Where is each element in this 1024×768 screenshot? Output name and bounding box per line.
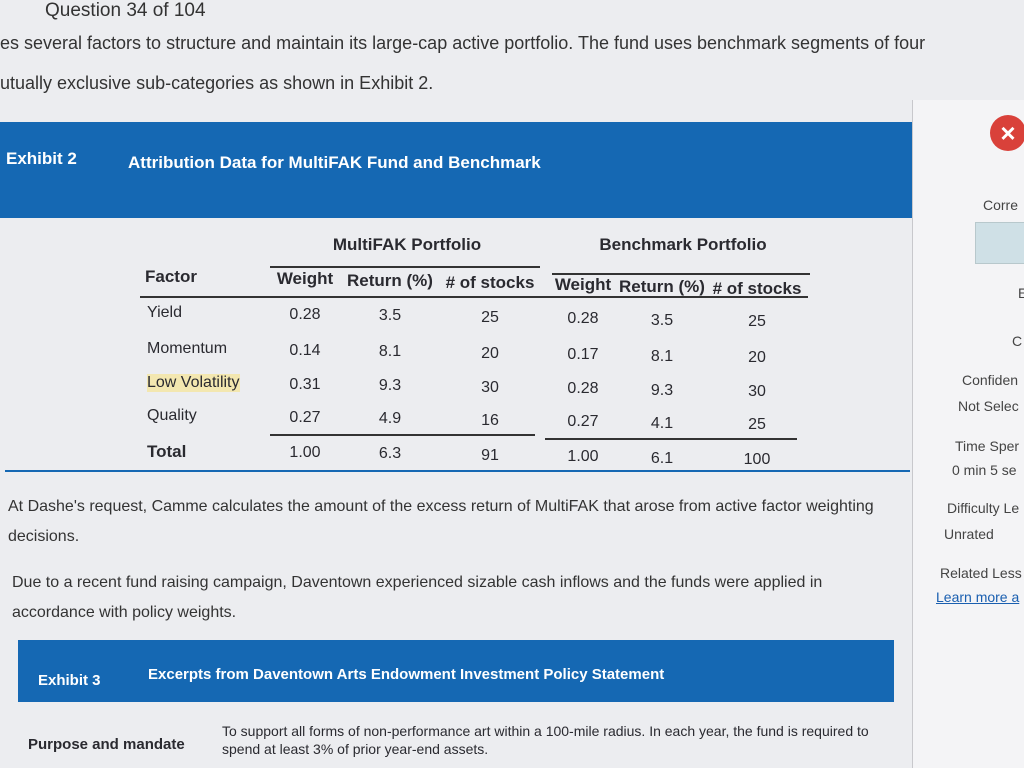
table-cell: 25 xyxy=(748,416,766,433)
sidebar xyxy=(912,100,1024,768)
table-cell: 0.31 xyxy=(289,375,321,393)
table-cell: 4.9 xyxy=(378,410,402,427)
table-cell: 0.28 xyxy=(567,380,599,397)
table-cell: 1.00 xyxy=(289,443,321,461)
table-cell: 25 xyxy=(748,313,766,330)
table-cell: 1.00 xyxy=(567,448,599,465)
divider xyxy=(5,470,910,472)
table-cell: 20 xyxy=(481,344,499,362)
sidebar-text: Related Less xyxy=(940,565,1022,581)
rule xyxy=(552,273,810,275)
column-header: Return (%) xyxy=(347,271,433,290)
table-cell: 9.3 xyxy=(650,381,674,399)
sidebar-text: Unrated xyxy=(944,526,994,542)
column-header: Weight xyxy=(276,269,334,288)
exhibit-title: Excerpts from Daventown Arts Endowment I… xyxy=(148,666,665,683)
exhibit-header: Exhibit 2 Attribution Data for MultiFAK … xyxy=(0,122,945,218)
sidebar-text: Corre xyxy=(983,197,1019,213)
rule xyxy=(545,438,797,440)
column-header: # of stocks xyxy=(712,279,802,298)
sidebar-box[interactable] xyxy=(975,222,1024,264)
paragraph: At Dashe's request, Camme calculates the… xyxy=(8,498,874,545)
exhibit-label: Exhibit 3 xyxy=(38,672,101,689)
table-cell: 0.14 xyxy=(289,341,321,359)
table-cell: 4.1 xyxy=(650,414,674,432)
table-cell: 9.3 xyxy=(378,377,402,394)
exhibit-title: Attribution Data for MultiFAK Fund and B… xyxy=(128,153,541,172)
row-label: Momentum xyxy=(147,340,228,357)
table-cell: 30 xyxy=(748,383,766,400)
exhibit-label: Exhibit 2 xyxy=(6,149,77,168)
intro-line: utually exclusive sub-categories as show… xyxy=(0,73,434,93)
table-cell: 30 xyxy=(481,378,499,396)
table-cell: 0.27 xyxy=(567,413,599,430)
group-header: Benchmark Portfolio xyxy=(599,235,767,254)
group-header: MultiFAK Portfolio xyxy=(332,235,482,254)
row-label: Yield xyxy=(147,304,182,321)
intro-line: es several factors to structure and main… xyxy=(0,33,926,53)
purpose-label: Purpose and mandate xyxy=(28,736,185,753)
table-cell: 20 xyxy=(748,349,766,366)
sidebar-text: Difficulty Le xyxy=(947,500,1020,516)
column-header: Return (%) xyxy=(619,277,705,296)
table-cell: 6.1 xyxy=(650,449,674,467)
column-header: Weight xyxy=(554,275,612,294)
sidebar-link[interactable]: Learn more a xyxy=(936,589,1020,605)
attribution-table: MultiFAK Portfolio Benchmark Portfolio Fac… xyxy=(140,235,810,468)
table-cell: 0.28 xyxy=(289,305,321,323)
purpose-text: To support all forms of non-performance … xyxy=(222,723,869,757)
table-cell: 3.5 xyxy=(378,307,402,324)
table-cell: 100 xyxy=(743,451,771,468)
sidebar-text: 0 min 5 se xyxy=(952,462,1017,478)
table-cell: 91 xyxy=(481,446,499,464)
sidebar-text: Time Sper xyxy=(955,438,1020,454)
sidebar-text: Not Selec xyxy=(958,398,1019,414)
row-label: Total xyxy=(147,442,187,461)
rule xyxy=(270,434,535,436)
close-button[interactable]: × xyxy=(990,115,1024,151)
column-header: Factor xyxy=(145,267,197,286)
table-cell: 0.27 xyxy=(289,408,321,426)
row-label: Low Volatility xyxy=(147,374,240,392)
table-cell: 3.5 xyxy=(650,311,674,329)
table-cell: 0.28 xyxy=(567,310,599,327)
row-label: Quality xyxy=(147,407,197,424)
table-cell: 6.3 xyxy=(378,445,402,462)
question-counter: Question 34 of 104 xyxy=(45,0,206,21)
sidebar-text: Confiden xyxy=(962,372,1019,388)
sidebar-text: E xyxy=(1018,285,1024,301)
table-cell: 0.17 xyxy=(567,346,599,363)
column-header: # of stocks xyxy=(445,273,535,292)
rule xyxy=(270,266,540,268)
exhibit-header: Exhibit 3 Excerpts from Daventown Arts E… xyxy=(18,640,894,702)
sidebar-text: C xyxy=(1012,333,1023,349)
table-cell: 8.1 xyxy=(650,347,674,365)
table-cell: 16 xyxy=(481,411,499,429)
table-cell: 25 xyxy=(481,308,499,326)
table-cell: 8.1 xyxy=(378,343,402,360)
paragraph: Due to a recent fund raising campaign, D… xyxy=(12,574,823,621)
rule xyxy=(140,296,808,298)
